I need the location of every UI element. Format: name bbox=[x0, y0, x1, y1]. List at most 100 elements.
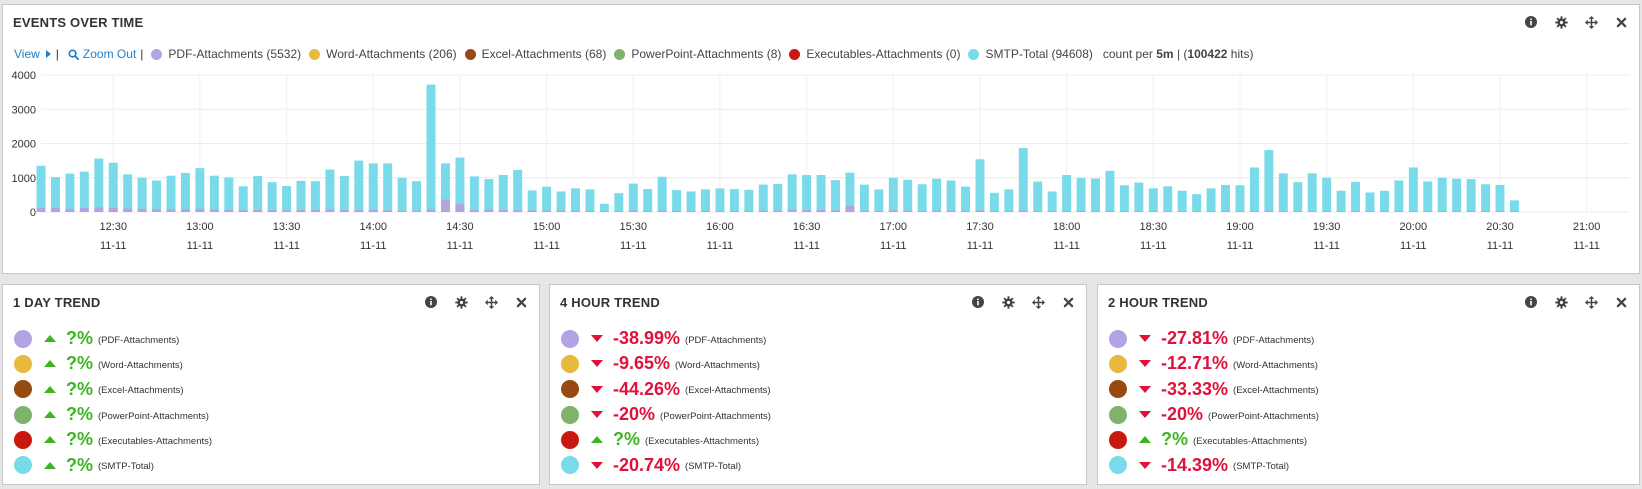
trend-row: -12.71% (Word-Attachments) bbox=[1109, 351, 1319, 376]
bar-smtp-total bbox=[1206, 188, 1216, 212]
move-icon[interactable] bbox=[483, 294, 499, 310]
bar-smtp-total bbox=[152, 180, 162, 212]
bar-smtp-total bbox=[339, 176, 349, 212]
move-icon[interactable] bbox=[1583, 14, 1599, 30]
bar-pdf-attachments bbox=[599, 211, 609, 212]
bar-pdf-attachments bbox=[715, 210, 725, 212]
bar-pdf-attachments bbox=[975, 210, 985, 212]
bar-smtp-total bbox=[1148, 188, 1158, 212]
trend-rows: ?% (PDF-Attachments)?% (Word-Attachments)?… bbox=[14, 326, 212, 478]
bar-smtp-total bbox=[1423, 181, 1433, 212]
legend-item[interactable]: PDF-Attachments (5532) bbox=[151, 47, 301, 61]
legend-label: Word-Attachments (206) bbox=[326, 47, 457, 61]
x-tick-time: 18:30 bbox=[1140, 221, 1168, 233]
trend-percent: ?% bbox=[66, 353, 93, 374]
bar-smtp-total bbox=[802, 175, 812, 212]
bar-smtp-total bbox=[1365, 192, 1375, 212]
bar-pdf-attachments bbox=[310, 209, 320, 212]
move-icon[interactable] bbox=[1030, 294, 1046, 310]
x-tick-time: 12:30 bbox=[99, 221, 127, 233]
bar-smtp-total bbox=[310, 181, 320, 212]
gear-icon[interactable] bbox=[1553, 14, 1569, 30]
bar-pdf-attachments bbox=[238, 210, 248, 212]
close-icon[interactable] bbox=[513, 294, 529, 310]
close-icon[interactable] bbox=[1613, 294, 1629, 310]
bar-pdf-attachments bbox=[888, 210, 898, 212]
trend-percent: -20% bbox=[613, 404, 656, 425]
trend-percent: -33.33% bbox=[1161, 378, 1229, 399]
bar-pdf-attachments bbox=[831, 210, 840, 212]
bar-pdf-attachments bbox=[1018, 210, 1028, 212]
gear-icon[interactable] bbox=[1000, 294, 1016, 310]
bar-smtp-total bbox=[1163, 186, 1173, 212]
bar-pdf-attachments bbox=[556, 210, 566, 212]
bar-pdf-attachments bbox=[65, 208, 75, 212]
x-tick-time: 13:00 bbox=[186, 221, 214, 233]
close-icon[interactable] bbox=[1613, 14, 1629, 30]
trend-series-label: (Excel-Attachments) bbox=[1233, 385, 1319, 397]
legend-item[interactable]: PowerPoint-Attachments (8) bbox=[614, 47, 781, 61]
bar-pdf-attachments bbox=[1437, 211, 1447, 212]
bar-smtp-total bbox=[1307, 173, 1317, 212]
bar-pdf-attachments bbox=[758, 210, 768, 212]
trend-row: ?% (Executables-Attachments) bbox=[1109, 427, 1319, 452]
info-icon[interactable] bbox=[423, 294, 439, 310]
bar-pdf-attachments bbox=[1163, 211, 1173, 212]
legend-item[interactable]: Excel-Attachments (68) bbox=[464, 47, 606, 61]
bar-smtp-total bbox=[513, 169, 523, 212]
bar-pdf-attachments bbox=[1509, 211, 1519, 212]
bar-pdf-attachments bbox=[1264, 210, 1274, 212]
close-icon[interactable] bbox=[1060, 294, 1076, 310]
trend-series-label: (PDF-Attachments) bbox=[685, 334, 767, 346]
info-icon[interactable] bbox=[1523, 14, 1539, 30]
legend-item[interactable]: SMTP-Total (94608) bbox=[968, 47, 1093, 61]
trend-row: ?% (Executables-Attachments) bbox=[14, 427, 212, 452]
x-tick-time: 20:30 bbox=[1486, 221, 1514, 233]
bar-smtp-total bbox=[961, 186, 970, 212]
bar-pdf-attachments bbox=[1336, 211, 1346, 212]
bar-pdf-attachments bbox=[643, 210, 653, 212]
arrow-down-icon bbox=[591, 360, 603, 368]
bar-pdf-attachments bbox=[614, 210, 624, 212]
x-tick-date: 11-11 bbox=[880, 240, 907, 252]
info-icon[interactable] bbox=[1523, 294, 1539, 310]
bar-pdf-attachments bbox=[195, 208, 205, 212]
trend-percent: -20% bbox=[1161, 404, 1204, 425]
bar-pdf-attachments bbox=[585, 210, 595, 212]
bar-pdf-attachments bbox=[152, 209, 162, 212]
bar-smtp-total bbox=[614, 193, 624, 212]
gear-icon[interactable] bbox=[1553, 294, 1569, 310]
arrow-down-icon bbox=[591, 461, 603, 469]
bar-smtp-total bbox=[498, 175, 508, 212]
bar-pdf-attachments bbox=[426, 209, 436, 212]
bar-pdf-attachments bbox=[773, 210, 783, 212]
bar-smtp-total bbox=[773, 183, 783, 212]
move-icon[interactable] bbox=[1583, 294, 1599, 310]
bar-pdf-attachments bbox=[816, 209, 826, 212]
bar-pdf-attachments bbox=[657, 210, 667, 212]
trend-row: ?% (PDF-Attachments) bbox=[14, 326, 212, 351]
zoom-out-link[interactable]: Zoom Out bbox=[64, 47, 136, 61]
bar-pdf-attachments bbox=[1206, 211, 1216, 212]
series-color-dot bbox=[14, 329, 32, 348]
trend-percent: ?% bbox=[66, 328, 93, 349]
bar-smtp-total bbox=[1177, 190, 1187, 212]
count-per-text: count per 5m | (100422 hits) bbox=[1102, 47, 1254, 61]
info-icon[interactable] bbox=[970, 294, 986, 310]
view-menu-link[interactable]: View bbox=[14, 47, 51, 61]
bar-smtp-total bbox=[1278, 173, 1288, 212]
bar-pdf-attachments bbox=[1293, 211, 1303, 212]
bar-smtp-total bbox=[701, 189, 710, 212]
legend-label: PowerPoint-Attachments (8) bbox=[631, 47, 782, 61]
trend-rows: -27.81% (PDF-Attachments) -12.71% (Word-Att… bbox=[1109, 326, 1319, 478]
bar-smtp-total bbox=[36, 165, 46, 212]
bar-smtp-total bbox=[628, 183, 638, 212]
y-tick-label: 3000 bbox=[12, 104, 36, 116]
bar-smtp-total bbox=[426, 84, 436, 212]
trend-series-label: (Word-Attachments) bbox=[675, 359, 760, 371]
bar-pdf-attachments bbox=[1134, 211, 1144, 212]
legend-item[interactable]: Executables-Attachments (0) bbox=[789, 47, 960, 61]
bar-smtp-total bbox=[1249, 167, 1259, 212]
gear-icon[interactable] bbox=[453, 294, 469, 310]
legend-item[interactable]: Word-Attachments (206) bbox=[309, 47, 457, 61]
